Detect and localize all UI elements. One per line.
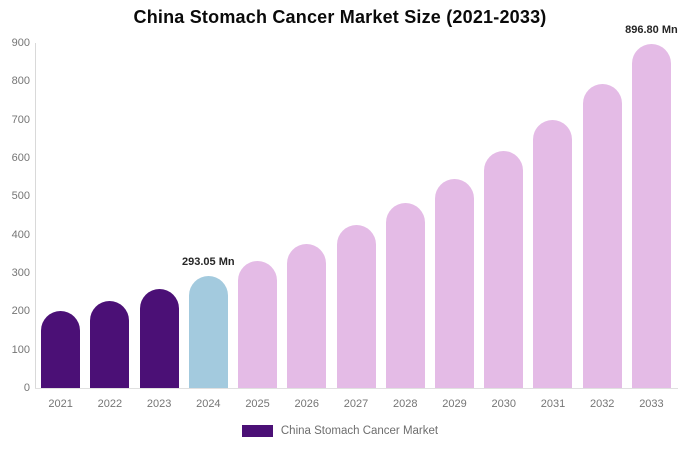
legend-swatch <box>241 425 273 437</box>
bar-2027[interactable] <box>336 225 376 388</box>
y-tick-label: 300 <box>11 267 30 279</box>
x-tick-label-2026: 2026 <box>294 398 320 410</box>
y-tick-label: 900 <box>11 37 30 49</box>
bar-slot: 896.80 Mn <box>625 24 678 388</box>
x-tick-label-2033: 2033 <box>639 398 664 410</box>
bar-2033[interactable] <box>631 44 671 388</box>
bar-slot <box>233 43 282 388</box>
bar-value-label-2024: 293.05 Mn <box>182 255 235 268</box>
bar-2028[interactable] <box>385 203 425 388</box>
y-tick-label: 700 <box>11 113 30 126</box>
x-tick-label-2029: 2029 <box>442 398 467 410</box>
y-tick-label: 100 <box>11 343 30 356</box>
x-tick-label-2027: 2027 <box>343 398 369 410</box>
bar-2030[interactable] <box>484 151 524 388</box>
x-tick-label-2032: 2032 <box>589 398 615 410</box>
plot-area: 293.05 Mn 896.80 Mn <box>36 24 678 388</box>
bar-2029[interactable] <box>434 179 474 388</box>
x-tick-label-2028: 2028 <box>393 398 418 410</box>
y-tick-label: 0 <box>23 382 30 394</box>
y-tick-label: 200 <box>11 305 30 318</box>
x-tick-label-2024: 2024 <box>196 398 221 410</box>
x-axis-line <box>35 388 678 389</box>
bar-slot <box>36 43 85 388</box>
bar-2022[interactable] <box>90 300 130 388</box>
bar-slot <box>331 43 380 388</box>
x-axis-labels: 2021 2022 2023 2024 2025 2026 2027 2028 2029 2030… <box>36 397 676 412</box>
bar-2032[interactable] <box>582 84 622 388</box>
x-tick-label-2025: 2025 <box>245 398 270 410</box>
y-tick-label: 600 <box>11 152 30 164</box>
y-axis-line <box>35 43 36 388</box>
chart-title: China Stomach Cancer Market Size (2021-2… <box>133 7 547 27</box>
y-axis: 0 100 200 300 400 500 600 700 800 900 <box>0 0 30 450</box>
x-tick-label-2030: 2030 <box>491 398 516 410</box>
bar-slot <box>282 43 331 388</box>
bar-slot: 293.05 Mn <box>182 43 235 388</box>
x-tick-label-2022: 2022 <box>97 398 123 410</box>
y-tick-label: 400 <box>11 228 30 241</box>
legend-label: China Stomach Cancer Market <box>280 425 439 437</box>
bar-slot <box>85 43 134 388</box>
bar-slot <box>528 43 577 388</box>
bar-2024[interactable] <box>188 275 228 388</box>
bar-slot <box>479 43 528 388</box>
bar-2026[interactable] <box>287 243 327 388</box>
bar-2021[interactable] <box>41 311 81 388</box>
bar-slot <box>381 43 430 388</box>
bar-slot <box>134 43 183 388</box>
legend-item[interactable]: China Stomach Cancer Market <box>0 425 680 437</box>
bar-value-label-2033: 896.80 Mn <box>625 24 678 37</box>
bar-2025[interactable] <box>238 260 278 388</box>
x-tick-label-2021: 2021 <box>48 398 73 410</box>
bar-2023[interactable] <box>139 289 179 388</box>
bar-slot <box>578 43 627 388</box>
bar-2031[interactable] <box>533 120 573 388</box>
y-tick-label: 800 <box>11 75 30 88</box>
y-tick-label: 500 <box>11 190 30 203</box>
x-tick-label-2023: 2023 <box>146 398 172 410</box>
bar-slot <box>430 43 479 388</box>
x-tick-label-2031: 2031 <box>540 398 566 410</box>
